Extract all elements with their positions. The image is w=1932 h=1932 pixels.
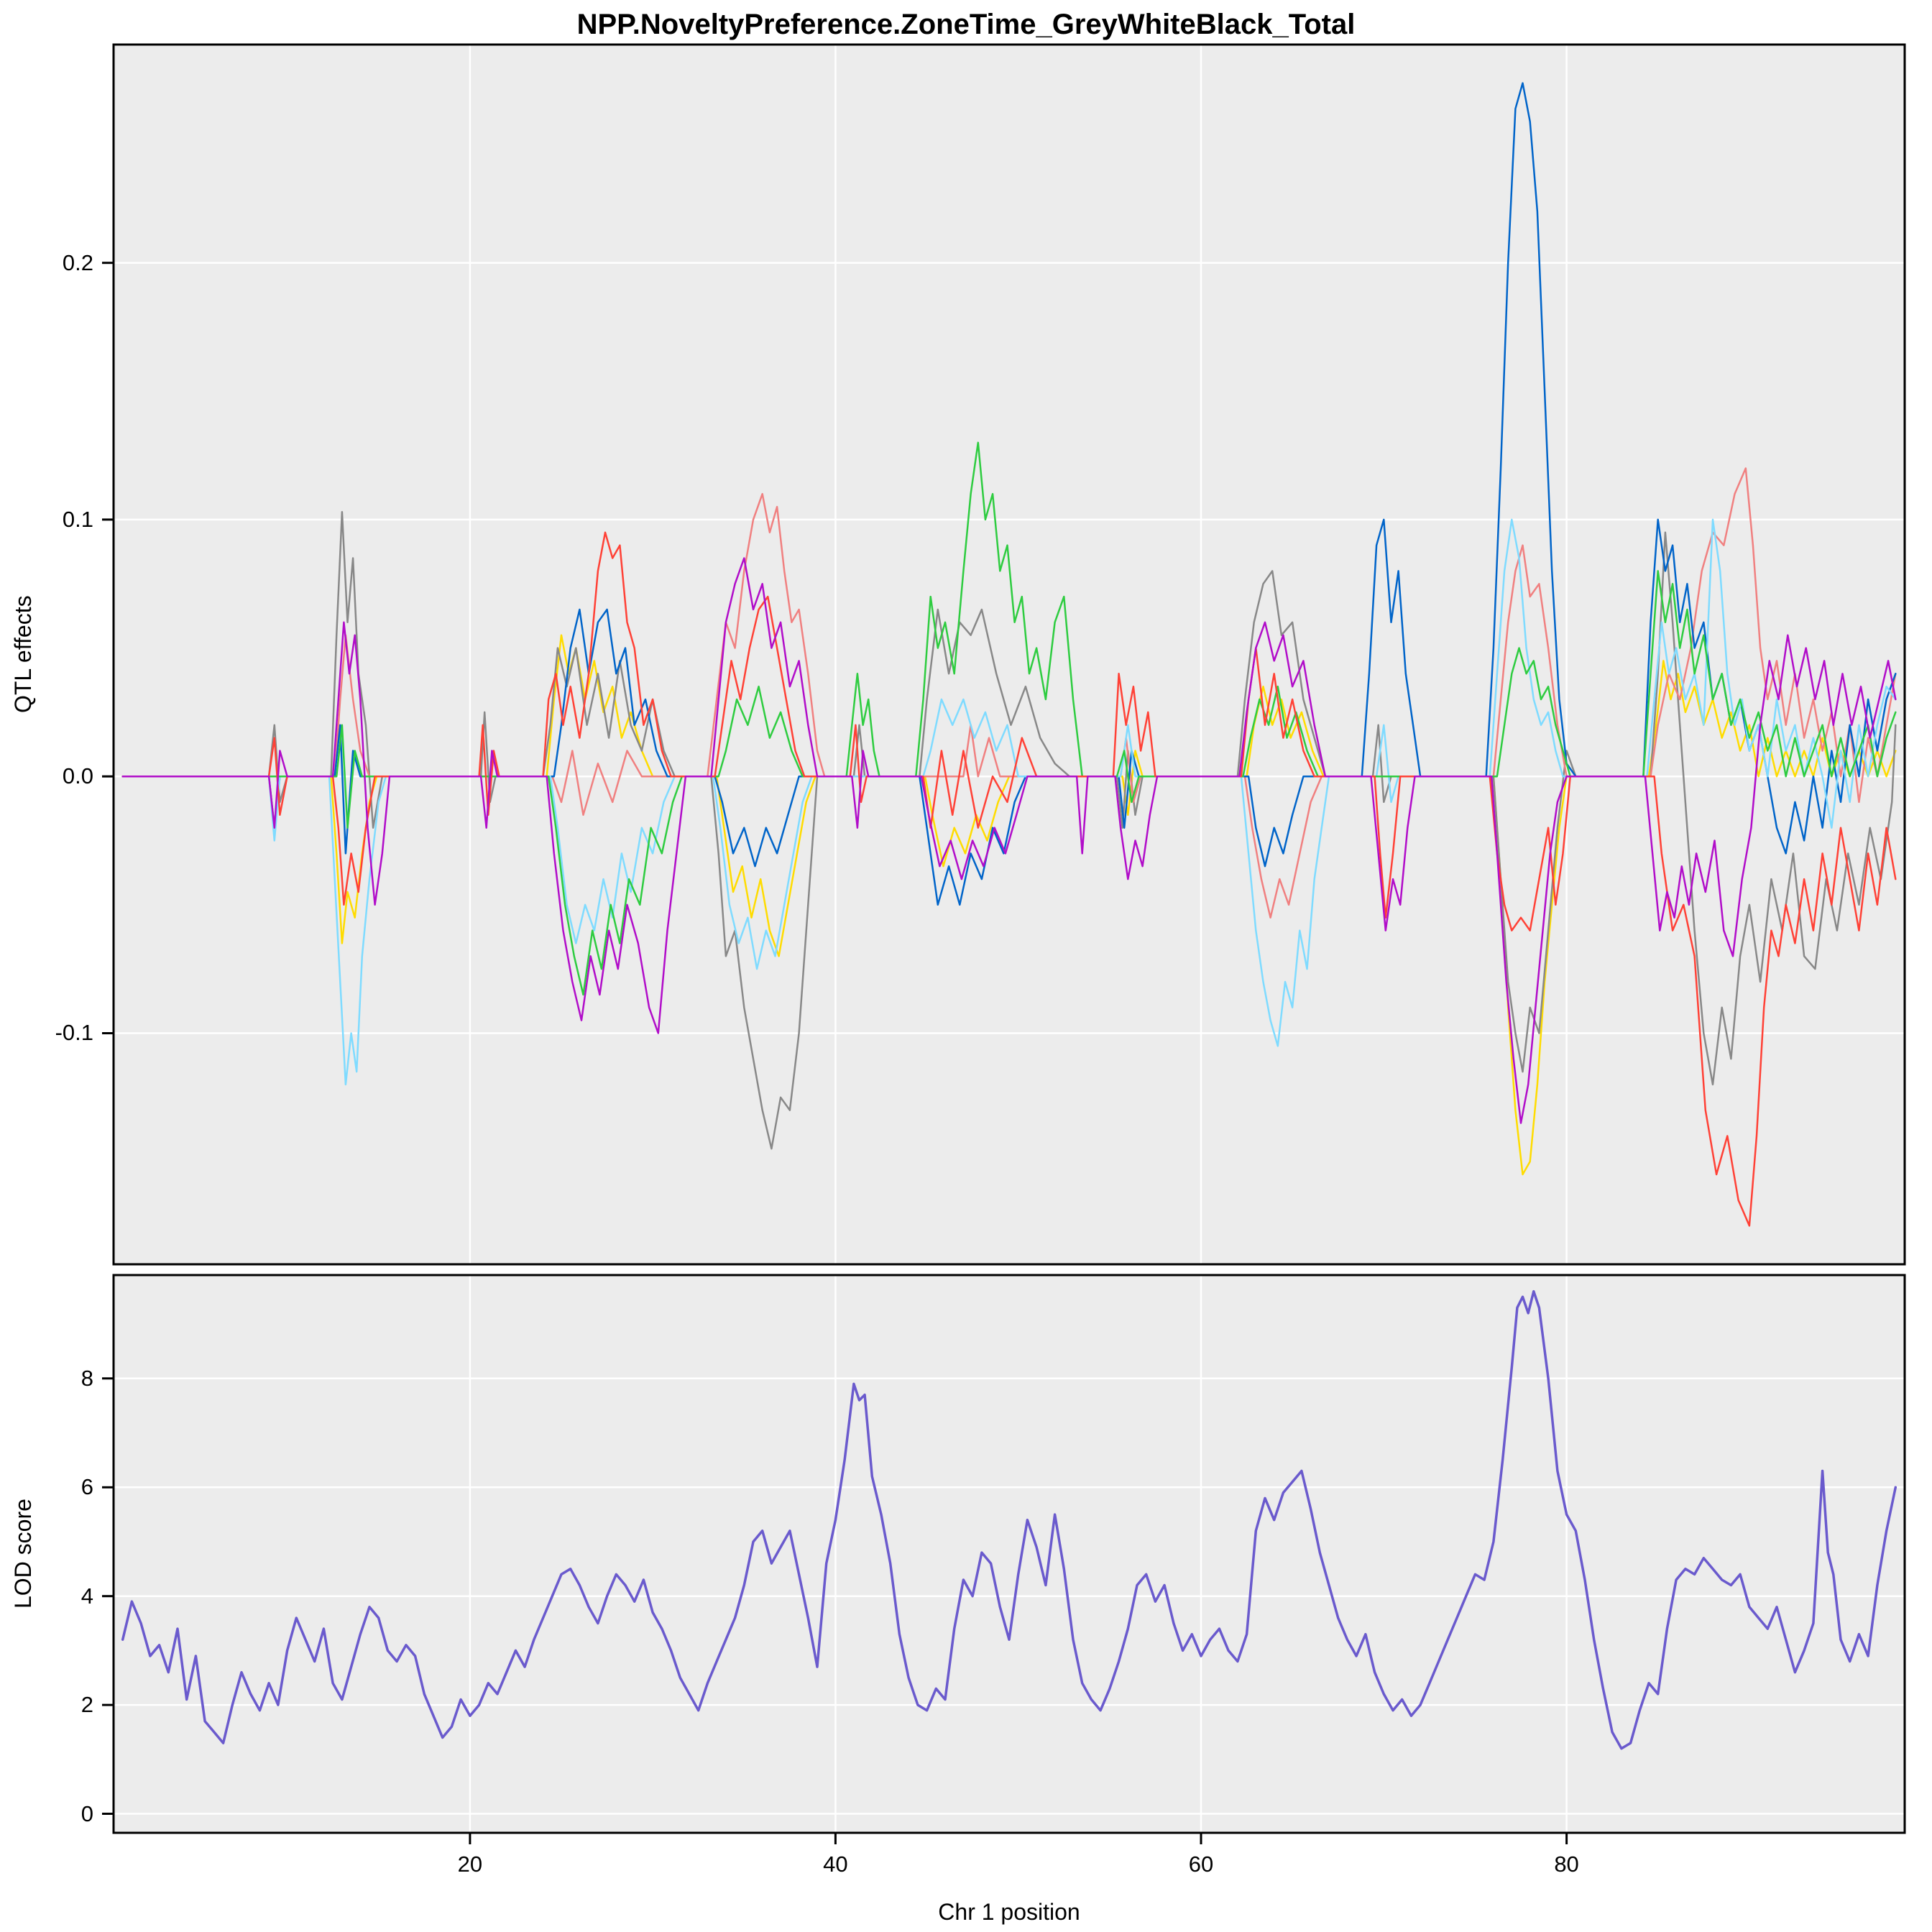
chart-title: NPP.NoveltyPreference.ZoneTime_GreyWhite… bbox=[576, 9, 1356, 40]
y-tick-label: -0.1 bbox=[55, 1020, 93, 1046]
x-axis-label: Chr 1 position bbox=[938, 1899, 1080, 1925]
green-line bbox=[121, 441, 1897, 996]
lod-panel bbox=[102, 1274, 1906, 1844]
qtl-effects-axis-label: QTL effects bbox=[10, 595, 36, 714]
y-tick-label: 6 bbox=[80, 1474, 93, 1500]
y-tick-label: 0.2 bbox=[62, 249, 93, 275]
y-tick-label: 2 bbox=[80, 1692, 93, 1718]
purple-line bbox=[121, 557, 1897, 1124]
x-tick-label: 40 bbox=[823, 1852, 848, 1877]
lightblue-line bbox=[121, 518, 1897, 1086]
lod-line bbox=[121, 1289, 1898, 1750]
y-tick-label: 0.1 bbox=[62, 506, 93, 532]
y-tick-label: 0 bbox=[80, 1800, 93, 1826]
y-tick-label: 8 bbox=[80, 1365, 93, 1391]
x-tick-label: 60 bbox=[1188, 1852, 1214, 1877]
grey-line bbox=[121, 510, 1897, 1150]
y-tick-label: 4 bbox=[80, 1583, 93, 1609]
lod-chart bbox=[102, 1274, 1906, 1844]
panel-background bbox=[114, 45, 1905, 1264]
lod-score-axis-label: LOD score bbox=[10, 1499, 36, 1609]
qtl-effects-chart bbox=[102, 43, 1906, 1266]
salmon-line bbox=[121, 467, 1897, 919]
y-tick-label: 0.0 bbox=[62, 763, 93, 789]
qtl-effects-panel bbox=[102, 43, 1906, 1266]
x-tick-label: 20 bbox=[457, 1852, 483, 1877]
panel-border bbox=[112, 43, 1906, 1266]
x-tick-label: 80 bbox=[1554, 1852, 1579, 1877]
panel-border bbox=[112, 1274, 1906, 1834]
panel-background bbox=[114, 1275, 1905, 1833]
